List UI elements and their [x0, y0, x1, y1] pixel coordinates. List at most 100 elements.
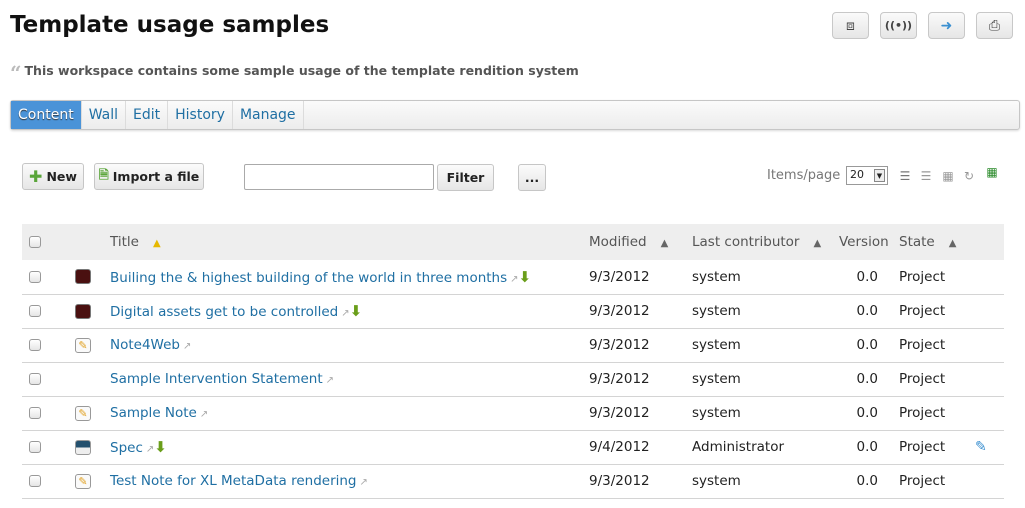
- select-all-checkbox[interactable]: [29, 236, 41, 248]
- state: Project: [898, 328, 974, 363]
- row-checkbox[interactable]: [29, 270, 41, 283]
- document-title-link[interactable]: Note4Web: [110, 337, 180, 353]
- excel-export-icon[interactable]: ▦: [986, 165, 998, 179]
- version: 0.0: [838, 328, 898, 363]
- tab-manage[interactable]: Manage: [233, 101, 304, 129]
- external-link-icon[interactable]: ↗: [199, 409, 209, 420]
- external-link-icon[interactable]: ↗: [359, 477, 368, 488]
- last-contributor: system: [691, 328, 838, 363]
- tab-content[interactable]: Content: [11, 101, 82, 129]
- video-icon: [75, 303, 91, 319]
- last-contributor: system: [691, 294, 838, 329]
- state: Project: [898, 260, 974, 295]
- document-title-link[interactable]: Sample Note: [110, 405, 197, 421]
- note-icon: ✎: [75, 405, 91, 421]
- table-row: ✎ Sample Note ↗ 9/3/2012 system 0.0 Proje…: [22, 396, 1004, 431]
- row-checkbox[interactable]: [29, 305, 41, 317]
- tab-bar: Content Wall Edit History Manage: [10, 100, 1020, 130]
- modified-date: 9/3/2012: [588, 464, 691, 499]
- content-table: Title ▲ Modified ▲ Last contributor ▲ Versi…: [22, 224, 1004, 499]
- version: 0.0: [838, 362, 898, 397]
- export-button[interactable]: ➜: [928, 12, 965, 39]
- download-icon[interactable]: ⬇: [154, 438, 167, 456]
- filter-button[interactable]: Filter: [437, 164, 494, 191]
- more-button[interactable]: ...: [518, 164, 546, 191]
- share-icon: ⧈: [846, 17, 855, 34]
- last-contributor: system: [691, 362, 838, 397]
- file-icon: [75, 439, 91, 455]
- external-link-icon[interactable]: ↗: [325, 375, 335, 386]
- document-title-link[interactable]: Test Note for XL MetaData rendering: [110, 473, 357, 489]
- modified-date: 9/3/2012: [588, 396, 691, 431]
- row-checkbox[interactable]: [29, 373, 41, 385]
- external-link-icon[interactable]: ↗: [182, 341, 192, 352]
- import-file-button[interactable]: 🗎 Import a file: [94, 163, 204, 190]
- table-row: Sample Intervention Statement ↗ 9/3/2012 …: [22, 362, 1004, 397]
- sort-arrow-icon: ▲: [660, 238, 669, 249]
- row-checkbox[interactable]: [29, 407, 41, 419]
- column-version[interactable]: Version: [838, 224, 898, 260]
- edit-document-icon[interactable]: ✎: [975, 439, 987, 455]
- modified-date: 9/4/2012: [588, 430, 691, 465]
- share-button[interactable]: ⧈: [832, 12, 869, 39]
- document-title-link[interactable]: Digital assets get to be controlled: [110, 304, 339, 320]
- compact-list-view-icon[interactable]: ☰: [920, 169, 932, 183]
- last-contributor: system: [691, 260, 838, 295]
- chevron-down-icon: ▼: [874, 169, 885, 182]
- thumbnail-view-icon[interactable]: ▦: [942, 169, 954, 183]
- document-title-link[interactable]: Spec: [110, 440, 143, 456]
- column-state[interactable]: State ▲: [898, 224, 974, 260]
- subscribe-button[interactable]: ((•)): [880, 12, 917, 39]
- state: Project: [898, 362, 974, 397]
- state: Project: [898, 464, 974, 499]
- external-link-icon[interactable]: ↗: [145, 444, 155, 455]
- file-add-icon: 🗎: [98, 167, 109, 182]
- document-title-link[interactable]: Builing the & highest building of the wo…: [110, 269, 508, 286]
- modified-date: 9/3/2012: [588, 362, 691, 397]
- broadcast-icon: ((•)): [884, 19, 913, 32]
- plus-icon: ✚: [29, 167, 43, 186]
- modified-date: 9/3/2012: [588, 328, 691, 363]
- state: Project: [898, 294, 974, 329]
- row-checkbox[interactable]: [29, 475, 41, 487]
- download-icon[interactable]: ⬇: [518, 267, 532, 286]
- download-icon[interactable]: ⬇: [349, 302, 363, 320]
- table-row: ✎ Note4Web ↗ 9/3/2012 system 0.0 Project: [22, 328, 1004, 363]
- column-title[interactable]: Title ▲: [109, 224, 588, 260]
- modified-date: 9/3/2012: [588, 294, 691, 329]
- table-row: Builing the & highest building of the wo…: [22, 260, 1004, 295]
- tab-history[interactable]: History: [168, 101, 233, 129]
- print-button[interactable]: ⎙: [976, 12, 1013, 39]
- column-modified[interactable]: Modified ▲: [588, 224, 691, 260]
- page-title: Template usage samples: [10, 12, 330, 38]
- filter-input[interactable]: [244, 164, 434, 190]
- state: Project: [898, 396, 974, 431]
- version: 0.0: [838, 464, 898, 499]
- row-checkbox[interactable]: [29, 441, 41, 453]
- video-icon: [75, 269, 91, 285]
- document-title-link[interactable]: Sample Intervention Statement: [110, 371, 323, 387]
- tab-wall[interactable]: Wall: [82, 101, 126, 129]
- print-icon: ⎙: [988, 17, 1001, 34]
- column-contributor[interactable]: Last contributor ▲: [691, 224, 838, 260]
- new-button[interactable]: ✚ New: [22, 163, 84, 190]
- workspace-description: “This workspace contains some sample usa…: [10, 61, 579, 85]
- export-icon: ➜: [940, 17, 953, 34]
- items-per-page-select[interactable]: 20 ▼: [846, 166, 888, 185]
- last-contributor: system: [691, 464, 838, 499]
- note-icon: ✎: [75, 337, 91, 353]
- note-icon: ✎: [75, 473, 91, 489]
- sort-arrow-icon: ▲: [813, 238, 822, 249]
- list-view-icon[interactable]: ☰: [899, 169, 911, 183]
- version: 0.0: [838, 430, 898, 465]
- refresh-icon[interactable]: ↻: [963, 169, 975, 183]
- version: 0.0: [838, 294, 898, 329]
- quote-icon: “: [10, 61, 22, 85]
- state: Project: [898, 430, 974, 465]
- table-row: Spec ↗⬇ 9/4/2012 Administrator 0.0 Projec…: [22, 430, 1004, 465]
- tab-edit[interactable]: Edit: [126, 101, 169, 129]
- modified-date: 9/3/2012: [588, 260, 691, 295]
- external-link-icon[interactable]: ↗: [510, 273, 519, 285]
- external-link-icon[interactable]: ↗: [341, 308, 350, 319]
- row-checkbox[interactable]: [29, 339, 41, 351]
